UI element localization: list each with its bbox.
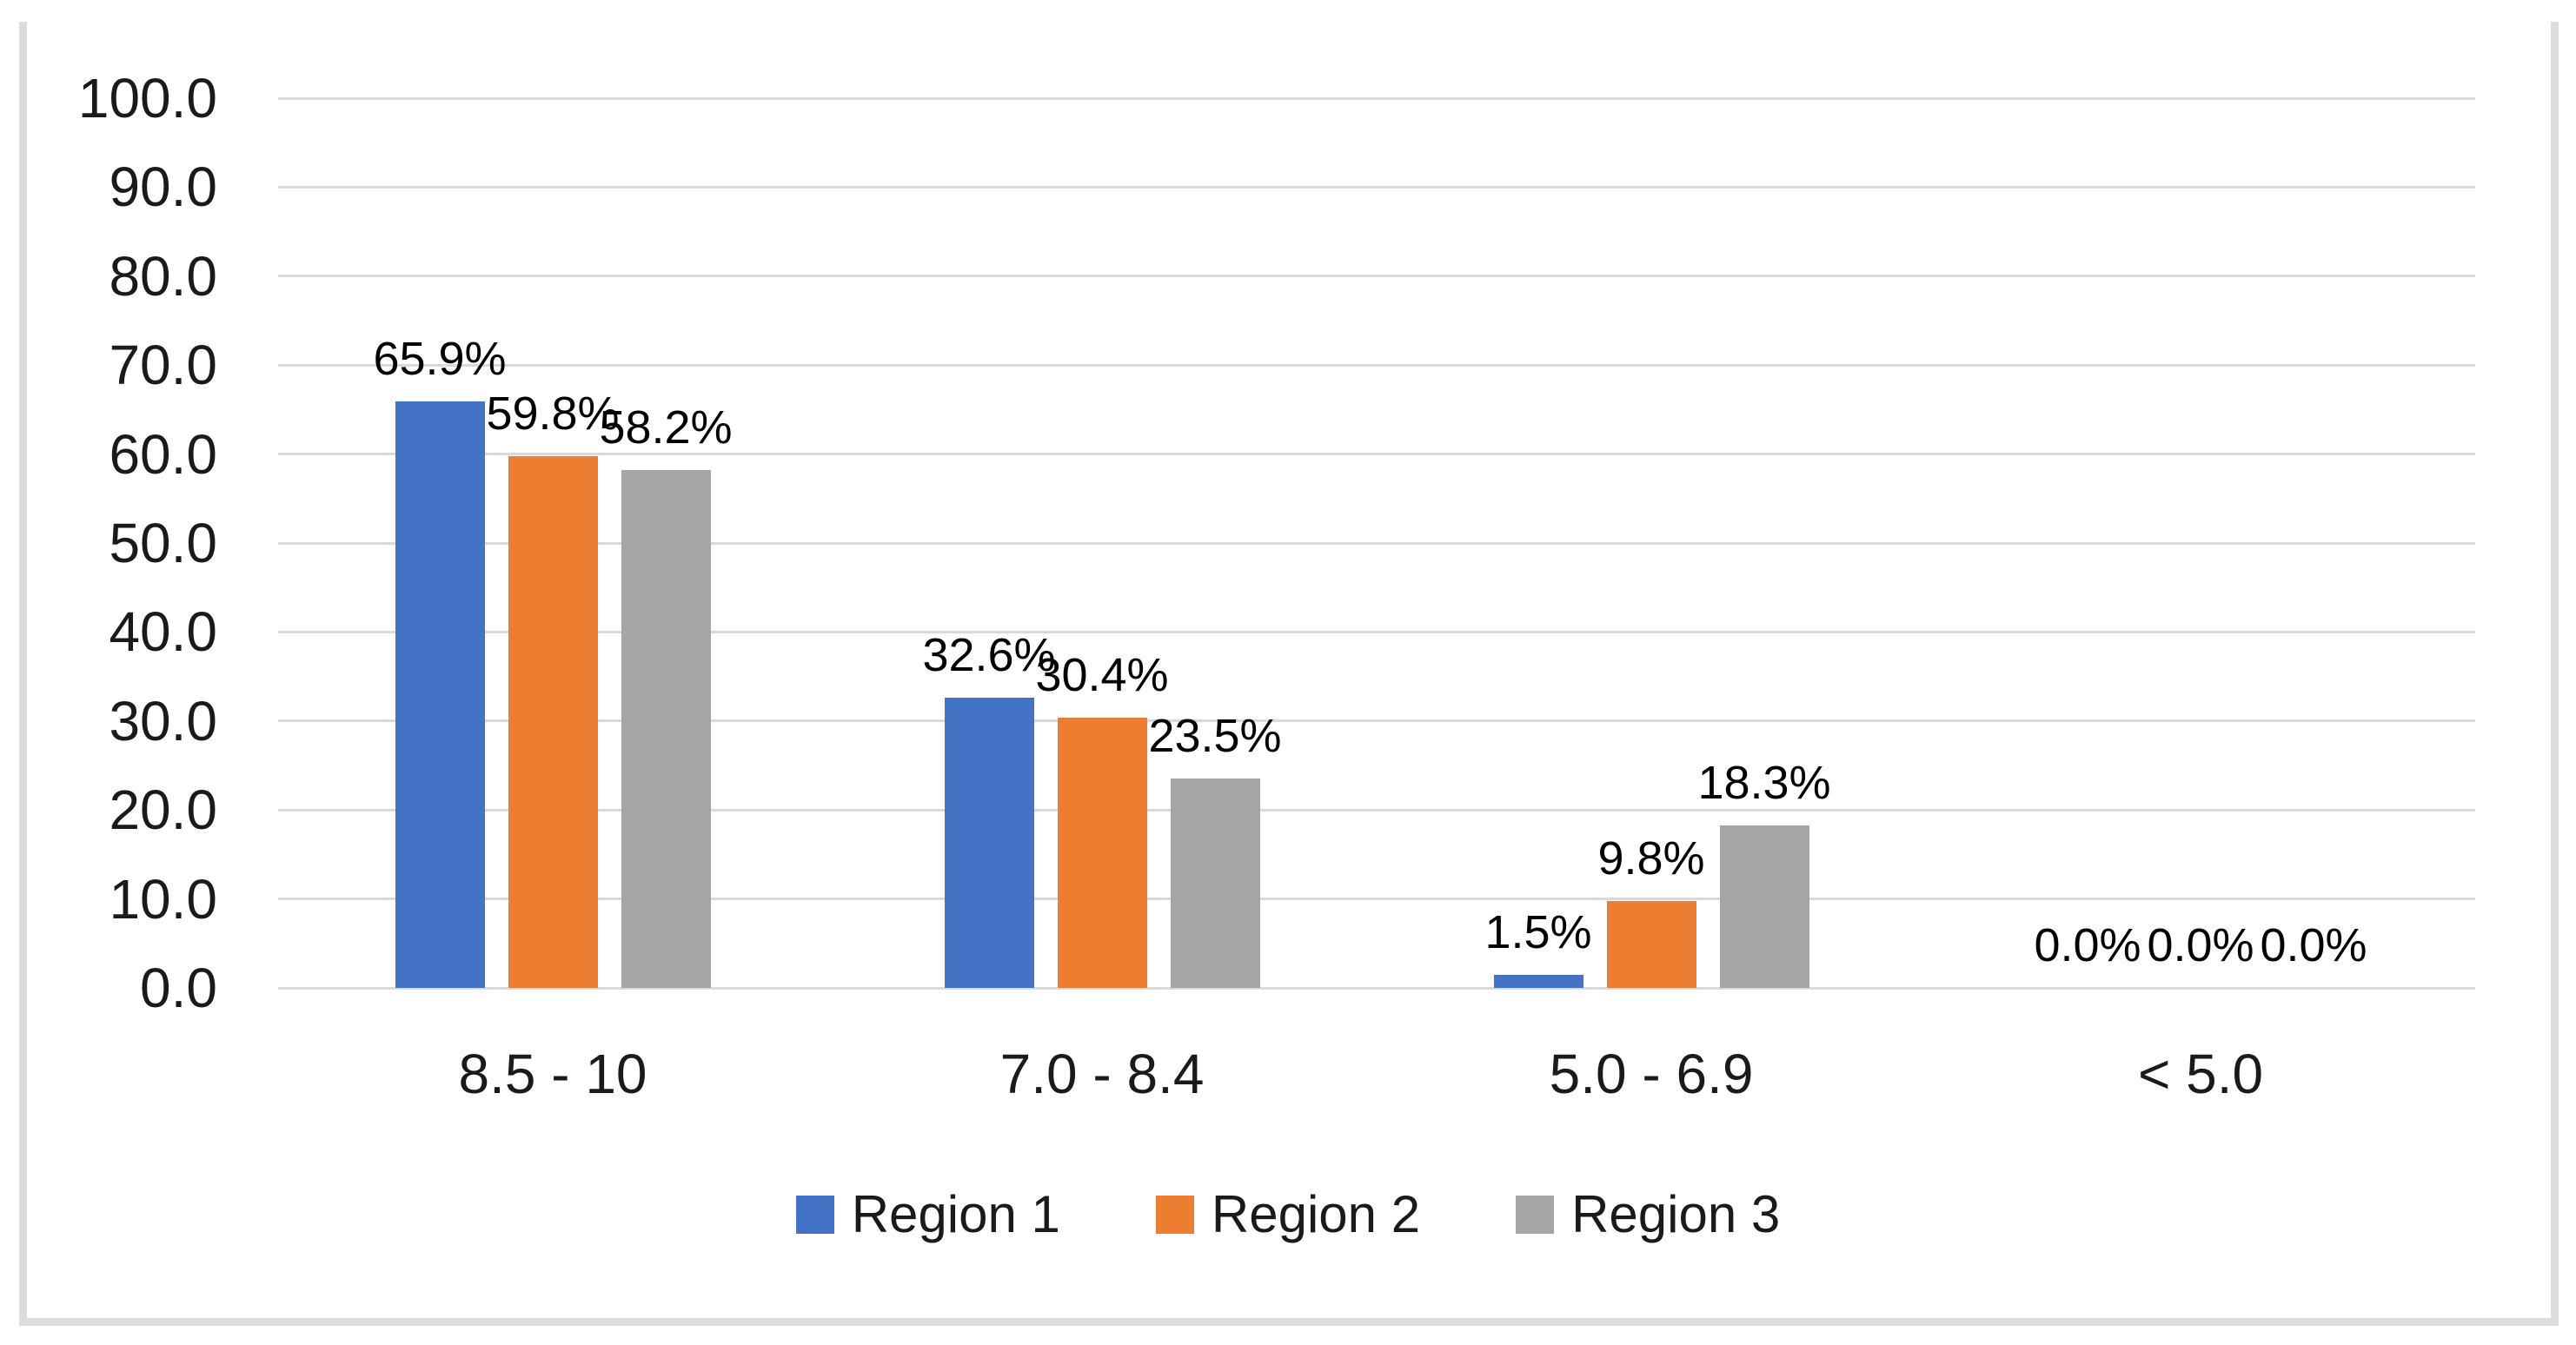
gridline <box>278 185 2475 189</box>
x-axis-category-label: 5.0 - 6.9 <box>1549 1043 1754 1105</box>
y-axis-tick-label: 70.0 <box>109 334 217 397</box>
gridline <box>278 808 2475 812</box>
data-label: 0.0% <box>2034 919 2141 971</box>
gridline <box>278 719 2475 723</box>
data-label: 58.2% <box>599 401 733 454</box>
data-label: 18.3% <box>1697 756 1831 809</box>
gridline <box>278 453 2475 456</box>
y-axis-tick-label: 0.0 <box>140 957 217 1019</box>
y-axis-tick-label: 100.0 <box>77 67 217 129</box>
gridline <box>278 96 2475 100</box>
gridline <box>278 541 2475 545</box>
gridline <box>278 986 2475 990</box>
bar-region-1 <box>1493 974 1583 988</box>
x-axis-category-label: 7.0 - 8.4 <box>999 1043 1205 1105</box>
legend-item-region-1: Region 1 <box>795 1185 1060 1243</box>
data-label: 23.5% <box>1148 710 1282 763</box>
y-axis-tick-label: 90.0 <box>109 156 217 219</box>
data-label: 0.0% <box>2147 919 2254 971</box>
legend-label: Region 2 <box>1211 1185 1421 1243</box>
bar-region-3 <box>1170 779 1260 988</box>
y-axis-tick-label: 20.0 <box>109 779 217 842</box>
data-label: 0.0% <box>2260 919 2367 971</box>
bar-region-2 <box>1057 717 1147 988</box>
data-label: 59.8% <box>486 387 620 440</box>
y-axis-tick-label: 40.0 <box>109 600 217 664</box>
bar-region-2 <box>508 455 598 988</box>
legend-swatch-icon <box>1516 1196 1555 1234</box>
bar-region-1 <box>944 698 1034 988</box>
y-axis-tick-label: 80.0 <box>109 244 217 308</box>
data-label: 30.4% <box>1035 648 1169 701</box>
y-axis-tick-label: 60.0 <box>109 422 217 486</box>
gridline <box>278 630 2475 633</box>
bar-region-1 <box>395 401 485 988</box>
legend-item-region-3: Region 3 <box>1516 1189 1780 1241</box>
gridline <box>278 275 2475 278</box>
x-axis-category-label: < 5.0 <box>2137 1043 2264 1105</box>
chart-border-frame <box>19 22 2559 1326</box>
legend-item-region-2: Region 2 <box>1155 1185 1421 1243</box>
y-axis-tick-label: 10.0 <box>109 867 217 931</box>
data-label: 9.8% <box>1597 832 1705 885</box>
legend: Region 1 Region 2 Region 3 <box>0 1189 2576 1241</box>
data-label: 32.6% <box>922 629 1056 682</box>
gridline <box>278 363 2475 367</box>
legend-swatch-icon <box>1155 1196 1194 1234</box>
y-axis-tick-label: 50.0 <box>109 512 217 574</box>
legend-label: Region 3 <box>1571 1185 1781 1243</box>
data-label: 1.5% <box>1484 905 1592 958</box>
legend-label: Region 1 <box>851 1185 1060 1243</box>
gridline <box>278 898 2475 901</box>
x-axis-category-label: 8.5 - 10 <box>458 1043 647 1105</box>
bar-region-3 <box>1719 825 1809 988</box>
data-label: 65.9% <box>373 333 507 386</box>
bar-region-3 <box>621 470 711 988</box>
legend-swatch-icon <box>795 1196 834 1234</box>
y-axis-tick-label: 30.0 <box>109 689 217 752</box>
bar-region-2 <box>1606 900 1696 988</box>
